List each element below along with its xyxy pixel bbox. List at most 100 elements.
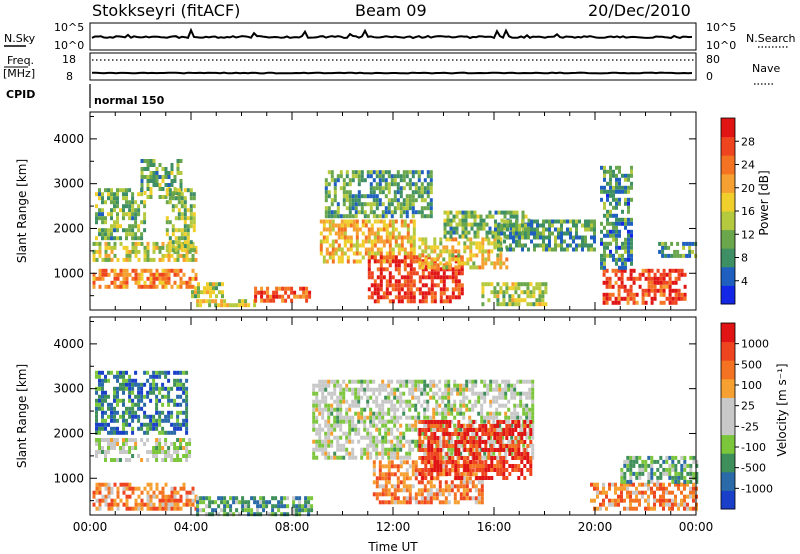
heatmap-cell-1-4	[387, 391, 391, 396]
heatmap-cell-0-10	[397, 271, 401, 276]
heatmap-cell-1-4	[390, 379, 394, 384]
heatmap-cell-0-13	[526, 290, 530, 295]
heatmap-cell-1-0	[176, 502, 180, 507]
heatmap-cell-1-4	[411, 387, 415, 392]
heatmap-cell-1-3	[238, 500, 242, 505]
heatmap-cell-0-8	[382, 239, 386, 244]
heatmap-cell-0-9	[381, 174, 385, 179]
heatmap-cell-0-14	[554, 247, 557, 252]
heatmap-cell-0-13	[541, 298, 545, 303]
heatmap-cell-0-12	[452, 226, 456, 231]
heatmap-cell-0-16	[615, 237, 618, 242]
heatmap-cell-0-17	[691, 249, 695, 254]
heatmap-cell-0-8	[388, 231, 392, 236]
heatmap-cell-0-3	[146, 163, 150, 167]
heatmap-cell-1-7	[683, 482, 686, 487]
heatmap-cell-1-0	[107, 506, 111, 511]
heatmap-cell-0-5	[232, 303, 236, 308]
heatmap-cell-1-5	[399, 500, 403, 505]
heatmap-cell-0-10	[388, 275, 392, 280]
heatmap-cell-0-8	[412, 243, 416, 248]
heatmap-cell-1-8	[629, 467, 633, 472]
heatmap-cell-0-8	[379, 239, 383, 244]
heatmap-cell-0-9	[372, 178, 376, 183]
heatmap-cell-1-6	[502, 472, 506, 476]
heatmap-cell-0-17	[688, 245, 692, 250]
heatmap-cell-1-4	[525, 391, 529, 396]
heatmap-cell-1-4	[330, 427, 334, 432]
cpid-label: CPID	[6, 88, 35, 101]
heatmap-cell-0-3	[170, 179, 174, 183]
heatmap-cell-0-14	[563, 219, 566, 224]
heatmap-cell-0-2	[107, 232, 110, 237]
heatmap-cell-1-4	[513, 403, 517, 408]
heatmap-cell-0-2	[110, 216, 113, 221]
heatmap-cell-1-7	[608, 502, 611, 507]
heatmap-cell-0-15	[614, 272, 618, 277]
heatmap-cell-1-4	[318, 407, 322, 412]
heatmap-cell-0-15	[602, 272, 606, 277]
heatmap-cell-1-6	[454, 452, 458, 456]
heatmap-cell-0-8	[343, 235, 347, 240]
heatmap-cell-0-4	[183, 188, 187, 193]
heatmap-cell-1-4	[411, 439, 415, 444]
heatmap-cell-1-3	[196, 512, 200, 517]
heatmap-cell-1-6	[469, 464, 473, 468]
heatmap-cell-1-2	[101, 418, 104, 423]
heatmap-cell-1-4	[321, 415, 325, 420]
heatmap-cell-0-12	[476, 222, 480, 227]
heatmap-cell-1-2	[110, 418, 113, 423]
heatmap-cell-1-2	[149, 422, 153, 427]
heatmap-cell-1-4	[354, 379, 358, 384]
heatmap-cell-0-8	[346, 239, 350, 244]
heatmap-cell-0-4	[186, 236, 190, 241]
heatmap-cell-1-6	[430, 440, 434, 444]
heatmap-cell-0-16	[615, 257, 618, 262]
heatmap-cell-1-3	[274, 504, 278, 509]
heatmap-cell-1-3	[241, 504, 245, 509]
heatmap-cell-1-6	[460, 464, 464, 468]
heatmap-cell-1-6	[433, 468, 437, 472]
heatmap-cell-0-9	[414, 210, 418, 215]
heatmap-cell-0-4	[183, 232, 187, 237]
heatmap-cell-1-6	[433, 432, 437, 436]
heatmap-cell-1-0	[95, 486, 99, 491]
heatmap-cell-1-0	[173, 506, 177, 511]
heatmap-cell-1-1	[140, 458, 144, 462]
heatmap-cell-1-1	[155, 446, 159, 450]
heatmap-cell-0-16	[615, 233, 618, 238]
heatmap-cell-0-5	[211, 299, 215, 304]
heatmap-cell-1-4	[417, 379, 421, 384]
heatmap-cell-1-2	[146, 370, 150, 375]
heatmap-cell-0-0	[134, 272, 138, 277]
heatmap-cell-0-10	[439, 291, 443, 296]
heatmap-cell-1-6	[511, 432, 515, 436]
heatmap-cell-1-2	[182, 418, 186, 423]
heatmap-cell-0-13	[493, 294, 497, 299]
heatmap-cell-0-12	[482, 218, 486, 223]
heatmap-cell-0-3	[149, 187, 153, 191]
heatmap-cell-1-0	[137, 486, 141, 491]
heatmap-cell-0-15	[608, 280, 612, 285]
heatmap-cell-1-2	[131, 430, 135, 435]
heatmap-cell-0-10	[442, 263, 446, 268]
heatmap-cell-0-15	[626, 292, 630, 297]
heatmap-cell-1-4	[363, 447, 367, 452]
heatmap-cell-0-13	[544, 286, 548, 291]
heatmap-cell-1-4	[510, 395, 514, 400]
heatmap-cell-1-4	[384, 383, 388, 388]
heatmap-cell-0-8	[358, 251, 362, 256]
heatmap-cell-0-2	[122, 192, 125, 197]
heatmap-cell-1-6	[430, 476, 434, 480]
heatmap-cell-1-3	[235, 508, 239, 513]
heatmap-cell-0-12	[443, 222, 447, 227]
heatmap-cell-1-5	[456, 460, 460, 465]
heatmap-cell-0-9	[360, 210, 364, 215]
heatmap-cell-0-2	[116, 192, 119, 197]
heatmap-cell-0-4	[165, 192, 169, 197]
heatmap-cell-1-0	[191, 486, 195, 491]
heatmap-cell-0-9	[387, 202, 391, 207]
heatmap-cell-1-8	[638, 471, 642, 476]
heatmap-cell-1-4	[450, 411, 454, 416]
heatmap-cell-1-6	[484, 432, 488, 436]
